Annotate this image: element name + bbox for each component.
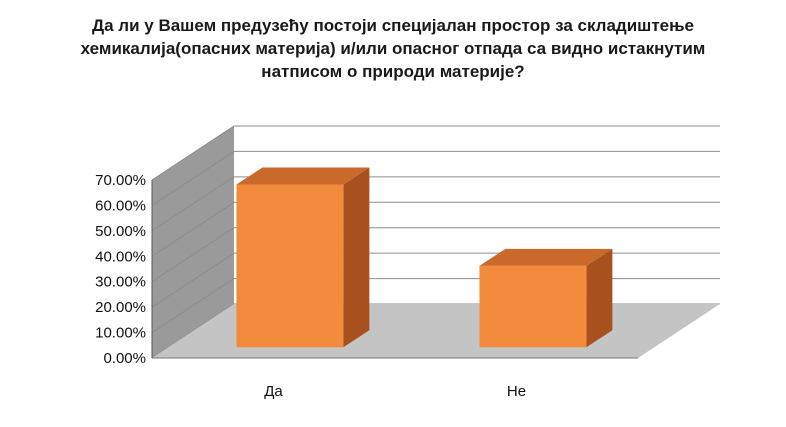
side-wall	[152, 126, 234, 358]
gridline	[151, 227, 720, 283]
y-tick-label: 50.00%	[95, 223, 146, 240]
x-tick-label: Не	[507, 383, 526, 400]
chart-title: Да ли у Вашем предузећу постоји специјал…	[80, 16, 706, 81]
gridline	[151, 125, 720, 181]
bar-top	[236, 167, 370, 185]
bar-front	[479, 265, 587, 348]
y-tick-label: 40.00%	[95, 248, 146, 265]
bars	[236, 167, 613, 348]
bar-side	[343, 167, 370, 348]
y-tick-label: 0.00%	[103, 350, 146, 367]
y-tick-labels: 0.00% 10.00% 20.00% 30.00% 40.00% 50.00% 60.00…	[95, 172, 146, 367]
gridline	[151, 150, 720, 206]
gridline	[151, 176, 720, 232]
y-tick-label: 20.00%	[95, 299, 146, 316]
bar	[236, 167, 370, 348]
bar	[479, 248, 613, 348]
bar-front	[236, 184, 344, 348]
y-axis	[151, 180, 638, 359]
x-tick-label: Да	[264, 383, 283, 400]
y-tick-label: 10.00%	[95, 325, 146, 342]
bar-side	[586, 248, 613, 348]
y-tick-label: 60.00%	[95, 197, 146, 214]
gridline	[151, 201, 720, 257]
y-tick-label: 30.00%	[95, 274, 146, 291]
x-tick-labels: Да Не	[264, 383, 526, 400]
y-tick-label: 70.00%	[95, 172, 146, 189]
bar-top	[479, 248, 613, 266]
